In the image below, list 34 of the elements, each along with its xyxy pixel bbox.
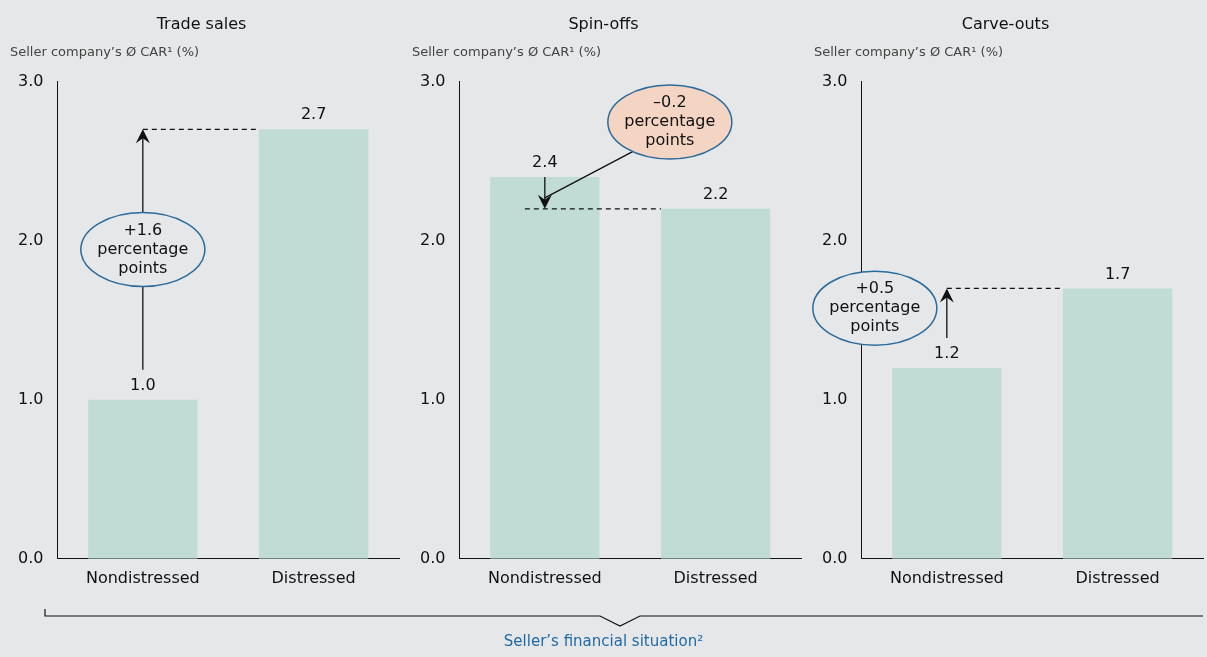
- y-axis-title: Seller company’s Ø CAR¹ (%): [10, 44, 200, 59]
- x-tick-label: Distressed: [271, 567, 356, 587]
- chart-title: Spin-offs: [567, 14, 640, 33]
- data-label: 2.7: [300, 104, 327, 124]
- y-tick-label: 0.0: [821, 547, 848, 567]
- y-axis-title: Seller company’s Ø CAR¹ (%): [814, 44, 1004, 59]
- data-label: 2.2: [702, 184, 729, 204]
- y-tick-label: 3.0: [821, 70, 848, 90]
- y-tick-label: 3.0: [17, 70, 44, 90]
- annotation: –0.2 percentage points: [624, 92, 716, 150]
- y-tick-label: 0.0: [17, 547, 44, 567]
- y-tick-label: 2.0: [17, 229, 44, 249]
- y-tick-label: 3.0: [419, 70, 446, 90]
- y-tick-label: 1.0: [419, 388, 446, 408]
- chart-title: Carve-outs: [960, 14, 1051, 33]
- y-axis-title: Seller company’s Ø CAR¹ (%): [412, 44, 602, 59]
- data-label: 2.4: [532, 152, 558, 172]
- chart-title: Trade sales: [155, 14, 248, 33]
- y-tick-label: 1.0: [821, 388, 848, 408]
- x-axis-title: Seller’s financial situation²: [502, 632, 705, 650]
- y-tick-label: 2.0: [419, 229, 446, 249]
- annotation: +0.5 percentage points: [829, 278, 921, 336]
- y-tick-label: 0.0: [419, 547, 446, 567]
- x-tick-label: Nondistressed: [889, 567, 1004, 587]
- x-tick-label: Distressed: [1075, 567, 1160, 587]
- x-tick-label: Distressed: [673, 567, 758, 587]
- y-tick-label: 2.0: [821, 229, 848, 249]
- x-tick-label: Nondistressed: [487, 567, 602, 587]
- data-label: 1.2: [934, 343, 960, 363]
- x-tick-label: Nondistressed: [85, 567, 200, 587]
- y-tick-label: 1.0: [17, 388, 44, 408]
- data-label: 1.7: [1104, 263, 1131, 283]
- data-label: 1.0: [130, 374, 156, 394]
- annotation: +1.6 percentage points: [97, 219, 189, 277]
